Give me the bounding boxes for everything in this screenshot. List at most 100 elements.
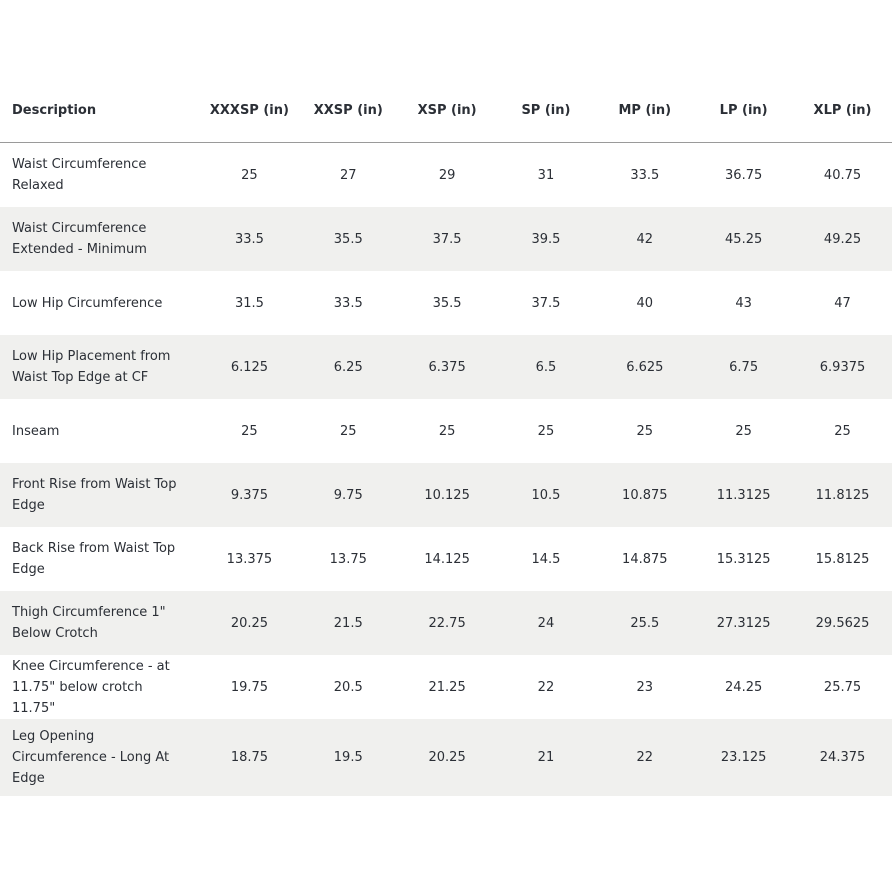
description-cell: Knee Circumference - at 11.75" below cro… xyxy=(12,658,170,716)
value-cell: 37.5 xyxy=(397,207,497,271)
value-cell: 10.875 xyxy=(595,463,695,527)
value-cell: 25 xyxy=(241,167,258,183)
table-row: Inseam 25 25 25 25 25 25 25 xyxy=(0,399,892,463)
size-table: Description XXXSP (in) XXSP (in) XSP (in) SP… xyxy=(0,78,892,796)
value-cell: 14.875 xyxy=(622,551,668,567)
value-cell: 35.5 xyxy=(298,207,398,271)
description-cell: Low Hip Circumference xyxy=(12,295,163,311)
value-cell: 19.5 xyxy=(298,719,398,796)
value-cell: 13.75 xyxy=(329,551,367,567)
value-cell: 49.25 xyxy=(793,207,892,271)
description-cell: Front Rise from Waist Top Edge xyxy=(0,463,200,527)
value-cell: 25.5 xyxy=(595,591,695,655)
value-cell: 20.5 xyxy=(333,679,363,695)
value-cell: 31.5 xyxy=(234,295,264,311)
value-cell: 35.5 xyxy=(432,295,462,311)
value-cell: 6.25 xyxy=(298,335,398,399)
value-cell: 21 xyxy=(496,719,596,796)
value-cell: 23.125 xyxy=(694,719,794,796)
value-cell: 33.5 xyxy=(333,295,363,311)
header-cell: LP (in) xyxy=(694,78,794,143)
value-cell: 43 xyxy=(735,295,752,311)
header-cell: XXXSP (in) xyxy=(200,78,299,143)
value-cell: 11.3125 xyxy=(694,463,794,527)
description-cell: Waist Circumference Relaxed xyxy=(12,157,147,193)
value-cell: 22 xyxy=(537,679,555,695)
value-cell: 18.75 xyxy=(200,719,299,796)
description-cell: Low Hip Placement from Waist Top Edge at… xyxy=(0,335,200,399)
value-cell: 22.75 xyxy=(397,591,497,655)
value-cell: 47 xyxy=(834,295,851,311)
table-row: Front Rise from Waist Top Edge 9.375 9.75 1… xyxy=(0,463,892,527)
table-row: Waist Circumference Relaxed 25 27 29 31 33.5 3… xyxy=(0,143,892,208)
value-cell: 24.375 xyxy=(793,719,892,796)
table-row: Knee Circumference - at 11.75" below cro… xyxy=(0,655,892,719)
table-row: Leg Opening Circumference - Long At Edge… xyxy=(0,719,892,796)
description-cell: Back Rise from Waist Top Edge xyxy=(12,541,176,577)
value-cell: 29 xyxy=(438,167,456,183)
value-cell: 15.3125 xyxy=(716,551,771,567)
value-cell: 6.625 xyxy=(595,335,695,399)
value-cell: 40.75 xyxy=(823,167,862,183)
value-cell: 19.75 xyxy=(230,679,269,695)
header-cell: XSP (in) xyxy=(397,78,497,143)
value-cell: 25 xyxy=(339,423,357,439)
value-cell: 40 xyxy=(636,295,654,311)
value-cell: 22 xyxy=(595,719,695,796)
value-cell: 13.375 xyxy=(226,551,273,567)
description-cell: Thigh Circumference 1" Below Crotch xyxy=(0,591,200,655)
value-cell: 45.25 xyxy=(694,207,794,271)
value-cell: 14.125 xyxy=(424,551,470,567)
table-row: Low Hip Circumference 31.5 33.5 35.5 37.5 40 4… xyxy=(0,271,892,335)
value-cell: 29.5625 xyxy=(793,591,892,655)
value-cell: 37.5 xyxy=(531,295,561,311)
table-row: Thigh Circumference 1" Below Crotch 20.25… xyxy=(0,591,892,655)
value-cell: 9.75 xyxy=(298,463,398,527)
value-cell: 25 xyxy=(735,423,752,439)
value-cell: 36.75 xyxy=(725,167,763,183)
value-cell: 25 xyxy=(636,423,654,439)
header-cell: MP (in) xyxy=(595,78,695,143)
header-cell: XLP (in) xyxy=(793,78,892,143)
value-cell: 27.3125 xyxy=(694,591,794,655)
value-cell: 15.8125 xyxy=(815,551,870,567)
value-cell: 25 xyxy=(241,423,258,439)
header-cell: SP (in) xyxy=(496,78,596,143)
value-cell: 10.125 xyxy=(397,463,497,527)
description-cell: Inseam xyxy=(12,423,60,439)
value-cell: 10.5 xyxy=(496,463,596,527)
value-cell: 11.8125 xyxy=(793,463,892,527)
value-cell: 6.5 xyxy=(496,335,596,399)
value-cell: 6.9375 xyxy=(793,335,892,399)
value-cell: 24.25 xyxy=(725,679,763,695)
value-cell: 25.75 xyxy=(823,679,862,695)
value-cell: 25 xyxy=(834,423,851,439)
value-cell: 20.25 xyxy=(200,591,299,655)
header-cell: Description xyxy=(0,78,200,143)
description-cell: Leg Opening Circumference - Long At Edge xyxy=(0,719,200,796)
description-cell: Waist Circumference Extended - Minimum xyxy=(0,207,200,271)
value-cell: 21.25 xyxy=(428,679,466,695)
value-cell: 6.125 xyxy=(200,335,299,399)
value-cell: 27 xyxy=(339,167,357,183)
value-cell: 33.5 xyxy=(200,207,299,271)
value-cell: 23 xyxy=(636,679,654,695)
value-cell: 20.25 xyxy=(397,719,497,796)
value-cell: 21.5 xyxy=(298,591,398,655)
value-cell: 33.5 xyxy=(630,167,660,183)
value-cell: 9.375 xyxy=(200,463,299,527)
value-cell: 25 xyxy=(438,423,456,439)
value-cell: 14.5 xyxy=(531,551,561,567)
value-cell: 31 xyxy=(537,167,555,183)
table-row: Back Rise from Waist Top Edge 13.375 13.75… xyxy=(0,527,892,591)
header-row: Description XXXSP (in) XXSP (in) XSP (in) SP… xyxy=(0,78,892,143)
header-cell: XXSP (in) xyxy=(298,78,398,143)
table-row: Waist Circumference Extended - Minimum 33… xyxy=(0,207,892,271)
value-cell: 6.375 xyxy=(397,335,497,399)
value-cell: 39.5 xyxy=(496,207,596,271)
value-cell: 24 xyxy=(496,591,596,655)
value-cell: 42 xyxy=(595,207,695,271)
value-cell: 6.75 xyxy=(694,335,794,399)
table-row: Low Hip Placement from Waist Top Edge at… xyxy=(0,335,892,399)
